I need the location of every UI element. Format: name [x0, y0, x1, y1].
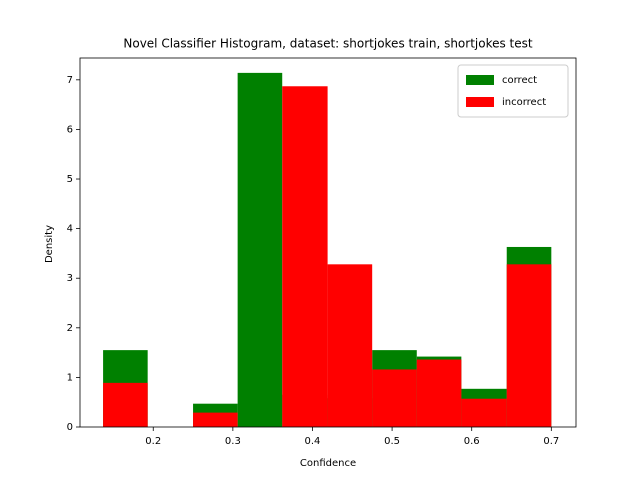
x-axis-label: Confidence [300, 458, 356, 469]
y-tick-label: 4 [67, 224, 73, 235]
legend-box [457, 64, 569, 118]
y-tick-label: 2 [67, 323, 73, 334]
y-tick-label: 5 [67, 174, 73, 185]
y-tick-label: 6 [67, 124, 73, 135]
legend-label: incorrect [502, 97, 546, 108]
y-tick-label: 0 [67, 422, 73, 433]
y-tick-label: 1 [67, 372, 73, 383]
x-tick-label: 0.4 [305, 436, 321, 447]
bar [193, 412, 238, 427]
legend-swatch [466, 75, 494, 85]
bar [327, 264, 373, 427]
chart-title: Novel Classifier Histogram, dataset: sho… [123, 37, 533, 51]
x-tick-label: 0.6 [464, 436, 480, 447]
legend-swatch [466, 97, 494, 107]
x-tick-label: 0.5 [384, 436, 400, 447]
bar [506, 264, 552, 427]
y-tick-label: 3 [67, 273, 73, 284]
plot-frame [79, 57, 577, 428]
y-tick-label: 7 [67, 75, 73, 86]
x-tick-label: 0.3 [225, 436, 241, 447]
x-tick-label: 0.2 [145, 436, 161, 447]
bar [372, 369, 417, 427]
x-tick-label: 0.7 [543, 436, 559, 447]
bar [282, 86, 328, 427]
bar [103, 382, 148, 427]
bar [237, 72, 283, 428]
bar [461, 398, 507, 427]
y-axis-label: Density [44, 225, 55, 263]
bar [416, 359, 462, 427]
legend-label: correct [502, 75, 537, 86]
